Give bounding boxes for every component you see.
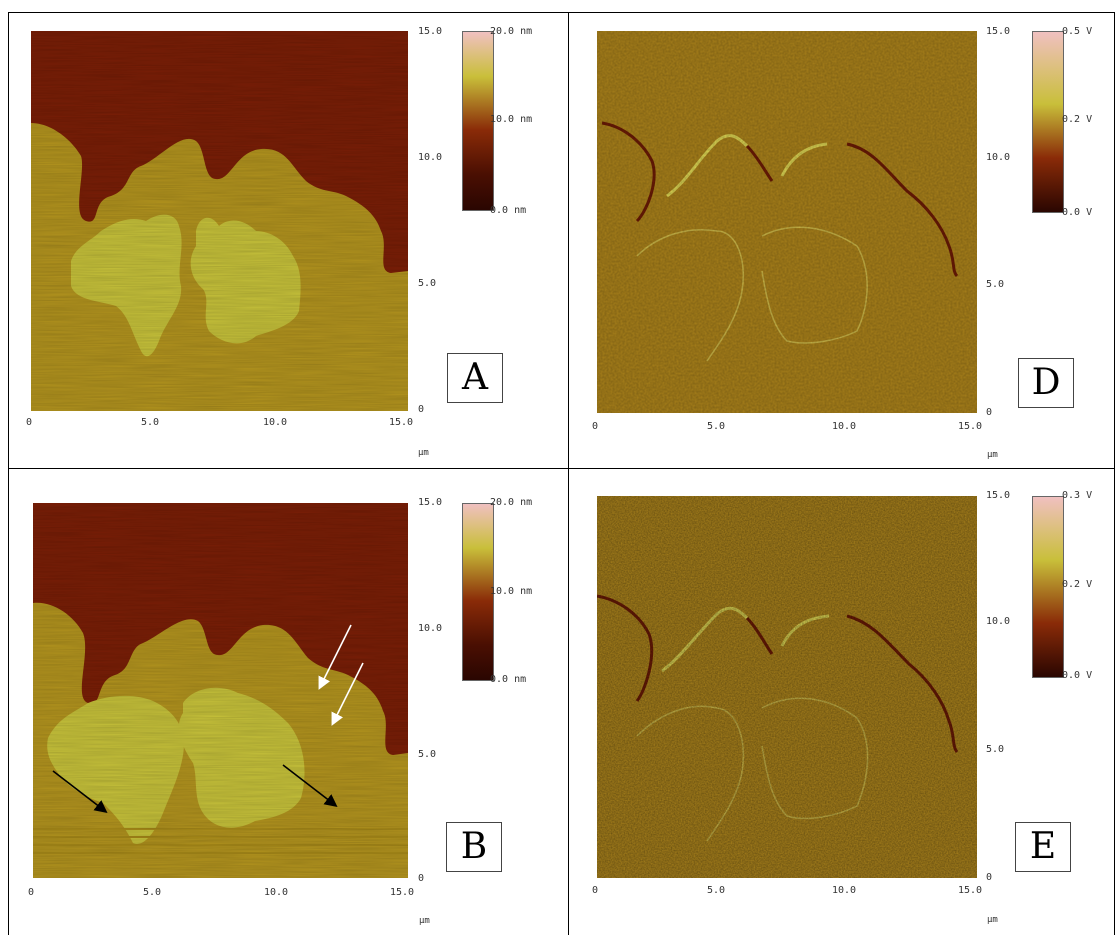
panel-e-y-tick-15: 15.0 — [986, 490, 1011, 501]
panel-d-colorbar-mid: 0.2 V — [1062, 114, 1093, 125]
panel-b-unit: µm — [419, 916, 430, 926]
panel-a-letter-label: A — [447, 353, 503, 403]
panel-b-colorbar — [462, 503, 494, 681]
panel-e-x-tick-0: 0 — [592, 885, 599, 896]
frame-left-line — [8, 12, 9, 935]
panel-d-colorbar-min: 0.0 V — [1062, 207, 1093, 218]
panel-b-colorbar-min: 0.0 nm — [490, 674, 527, 685]
panel-e-unit: µm — [987, 915, 998, 925]
panel-e-y-tick-5: 5.0 — [986, 744, 1005, 755]
panel-a-colorbar — [462, 31, 494, 211]
afm-height-image-b — [33, 503, 408, 878]
panel-d-unit: µm — [987, 450, 998, 460]
panel-a-colorbar-max: 20.0 nm — [490, 26, 533, 37]
panel-e-letter-label: E — [1015, 822, 1071, 872]
panel-e-colorbar-min: 0.0 V — [1062, 670, 1093, 681]
panel-a-x-tick-10: 10.0 — [263, 417, 288, 428]
panel-d-letter-label: D — [1018, 358, 1074, 408]
panel-b-y-tick-0: 0 — [418, 873, 425, 884]
panel-a-x-tick-15: 15.0 — [389, 417, 414, 428]
frame-top-line — [8, 12, 1115, 13]
panel-b-x-tick-10: 10.0 — [264, 887, 289, 898]
panel-d-colorbar — [1032, 31, 1064, 213]
panel-a-y-tick-15: 15.0 — [418, 26, 443, 37]
panel-a-y-tick-0: 0 — [418, 404, 425, 415]
panel-a-y-tick-5: 5.0 — [418, 278, 437, 289]
afm-amplitude-image-e — [597, 496, 977, 878]
panel-d-colorbar-max: 0.5 V — [1062, 26, 1093, 37]
panel-d-x-tick-5: 5.0 — [707, 421, 726, 432]
panel-e-y-tick-0: 0 — [986, 872, 993, 883]
panel-d-y-tick-5: 5.0 — [986, 279, 1005, 290]
panel-a-colorbar-mid: 10.0 nm — [490, 114, 533, 125]
frame-vertical-divider — [568, 12, 569, 935]
frame-horizontal-divider — [8, 468, 1115, 469]
panel-d-y-tick-0: 0 — [986, 407, 993, 418]
panel-a-x-tick-0: 0 — [26, 417, 33, 428]
panel-b-x-tick-15: 15.0 — [390, 887, 415, 898]
panel-a-y-tick-10: 10.0 — [418, 152, 443, 163]
panel-e-colorbar-mid: 0.2 V — [1062, 579, 1093, 590]
panel-b-x-tick-0: 0 — [28, 887, 35, 898]
panel-a-colorbar-min: 0.0 nm — [490, 205, 527, 216]
panel-e-colorbar — [1032, 496, 1064, 678]
panel-b-letter-label: B — [446, 822, 502, 872]
panel-e-x-tick-15: 15.0 — [958, 885, 983, 896]
panel-e-x-tick-10: 10.0 — [832, 885, 857, 896]
panel-e-colorbar-max: 0.3 V — [1062, 490, 1093, 501]
panel-b-y-tick-15: 15.0 — [418, 497, 443, 508]
panel-e-y-tick-10: 10.0 — [986, 616, 1011, 627]
panel-e-x-tick-5: 5.0 — [707, 885, 726, 896]
panel-d-y-tick-15: 15.0 — [986, 26, 1011, 37]
panel-b-y-tick-5: 5.0 — [418, 749, 437, 760]
panel-b-colorbar-mid: 10.0 nm — [490, 586, 533, 597]
afm-amplitude-image-d — [597, 31, 977, 413]
panel-d-x-tick-10: 10.0 — [832, 421, 857, 432]
panel-d-y-tick-10: 10.0 — [986, 152, 1011, 163]
panel-b-x-tick-5: 5.0 — [143, 887, 162, 898]
panel-d-x-tick-15: 15.0 — [958, 421, 983, 432]
panel-a-unit: µm — [418, 448, 429, 458]
panel-d-x-tick-0: 0 — [592, 421, 599, 432]
afm-height-image-a — [31, 31, 408, 411]
panel-b-colorbar-max: 20.0 nm — [490, 497, 533, 508]
panel-a-x-tick-5: 5.0 — [141, 417, 160, 428]
panel-b-y-tick-10: 10.0 — [418, 623, 443, 634]
